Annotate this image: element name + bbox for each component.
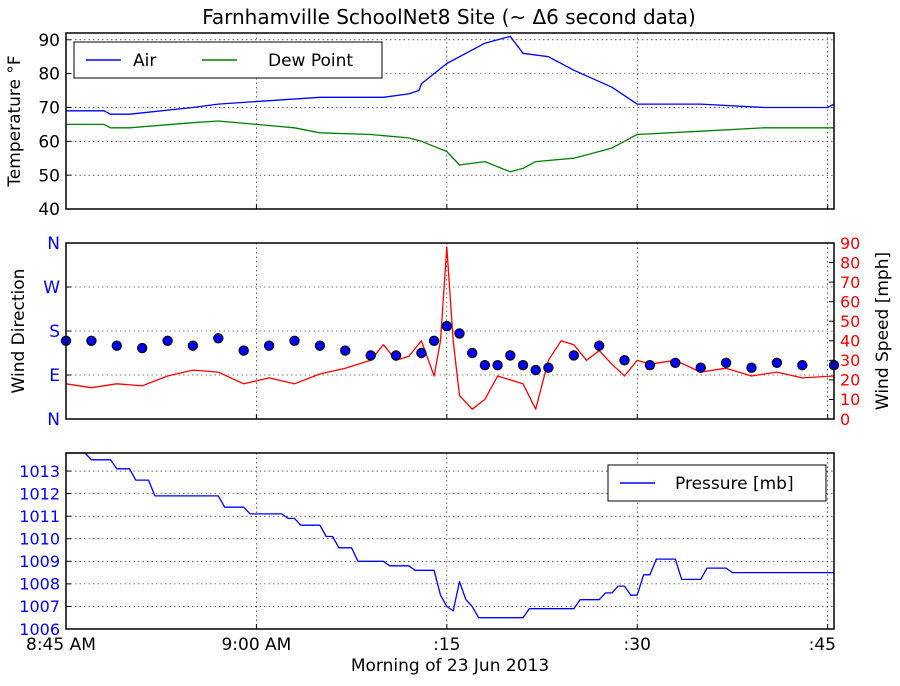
wind-direction-point — [670, 357, 681, 368]
wind-speed-tick-label: 90 — [840, 234, 860, 253]
wind-direction-point — [530, 364, 541, 376]
wind-direction-tick-label: N — [47, 234, 60, 254]
wind-speed-tick-label: 20 — [840, 371, 860, 390]
pressure-tick-label: 1007 — [19, 597, 60, 616]
temperature-tick-label: 80 — [38, 65, 60, 85]
wind-direction-point — [213, 333, 224, 344]
pressure-line — [66, 452, 834, 619]
wind-direction-point — [86, 335, 97, 346]
dew-point-line — [66, 120, 834, 173]
wind-direction-point — [517, 360, 529, 371]
temperature-tick-label: 50 — [38, 166, 60, 186]
legend-pressure-label: Pressure [mb] — [675, 474, 794, 494]
wind-grid — [65, 242, 834, 420]
wind-direction-point — [720, 357, 732, 368]
temperature-tick-label: 40 — [38, 200, 60, 220]
wind-direction-point — [263, 340, 275, 351]
x-tick-label: 8:45 AM — [26, 635, 96, 655]
wind-direction-y-label: Wind Direction — [9, 269, 29, 394]
wind-speed-tick-label: 50 — [840, 312, 860, 331]
x-tick-label: :15 — [433, 635, 460, 655]
wind-direction-point — [111, 340, 123, 351]
temperature-series — [66, 35, 835, 173]
pressure-tick-label: 1008 — [19, 575, 60, 594]
wind-direction-point — [441, 320, 452, 332]
wind-direction-point — [428, 335, 440, 346]
wind-speed-tick-label: 30 — [840, 351, 860, 370]
wind-direction-point — [594, 340, 605, 351]
wind-speed-tick-label: 10 — [840, 390, 860, 409]
wind-direction-point — [746, 362, 757, 373]
wind-speed-tick-label: 60 — [840, 292, 860, 311]
pressure-tick-label: 1012 — [19, 484, 60, 503]
wind-series — [60, 246, 840, 410]
wind-direction-tick-label: E — [49, 366, 60, 386]
wind-direction-point — [492, 360, 503, 371]
temperature-tick-label: 60 — [38, 132, 60, 152]
wind-direction-tick-label: S — [49, 322, 60, 342]
pressure-tick-label: 1011 — [19, 507, 60, 526]
wind-direction-point — [390, 350, 402, 361]
temperature-panel: 40 50 60 70 80 90 Temperature °F Air Dew Poin… — [5, 31, 835, 220]
x-axis-label: Morning of 23 Jun 2013 — [351, 656, 549, 676]
wind-direction-point — [568, 350, 580, 361]
wind-direction-point — [238, 345, 249, 356]
wind-direction-point — [365, 350, 376, 361]
pressure-series — [66, 452, 834, 619]
wind-direction-point — [543, 362, 554, 373]
wind-direction-tick-label: W — [43, 278, 60, 298]
wind-speed-y-label: Wind Speed [mph] — [873, 252, 893, 410]
wind-direction-point — [289, 335, 300, 346]
wind-direction-point — [797, 360, 808, 371]
wind-speed-tick-label: 40 — [840, 332, 860, 351]
legend-air-label: Air — [133, 51, 156, 71]
temperature-tick-label: 70 — [38, 99, 60, 119]
wind-direction-point — [162, 335, 173, 346]
wind-direction-point — [454, 328, 465, 339]
temperature-y-ticks: 40 50 60 70 80 90 — [38, 31, 71, 220]
pressure-tick-label: 1010 — [19, 530, 60, 549]
wind-direction-point — [467, 347, 478, 359]
wind-direction-tick-label: N — [47, 410, 60, 430]
wind-speed-tick-label: 0 — [840, 410, 850, 429]
wind-direction-point — [187, 340, 199, 351]
wind-direction-point — [314, 340, 326, 351]
air-temperature-line — [66, 35, 835, 115]
legend-dew-label: Dew Point — [268, 51, 353, 71]
temperature-legend: Air Dew Point — [73, 41, 383, 79]
temperature-tick-label: 90 — [38, 31, 60, 51]
wind-direction-point — [416, 347, 427, 359]
pressure-tick-label: 1009 — [19, 552, 60, 571]
wind-direction-point — [619, 355, 630, 366]
x-tick-label: :30 — [624, 635, 651, 655]
wind-direction-point — [695, 362, 706, 373]
wind-direction-point — [340, 345, 351, 356]
pressure-tick-label: 1006 — [19, 620, 60, 639]
wind-speed-tick-label: 70 — [840, 273, 860, 292]
x-tick-labels: 8:45 AM 9:00 AM :15 :30 :45 — [26, 635, 836, 655]
pressure-frame — [65, 452, 835, 630]
wind-direction-point — [136, 342, 148, 354]
x-tick-label: 9:00 AM — [221, 635, 291, 655]
pressure-y-ticks: 1006 1007 1008 1009 1010 1011 1012 1013 — [19, 462, 71, 639]
pressure-legend: Pressure [mb] — [607, 464, 827, 502]
x-tick-label: :45 — [809, 635, 836, 655]
wind-direction-point — [644, 360, 656, 371]
wind-direction-point — [505, 350, 516, 361]
pressure-tick-label: 1013 — [19, 462, 60, 481]
wind-direction-point — [479, 360, 491, 371]
temperature-y-label: Temperature °F — [5, 55, 25, 187]
chart-title: Farnhamville SchoolNet8 Site (~ Δ6 secon… — [202, 5, 696, 29]
wind-direction-point — [771, 357, 783, 368]
temperature-frame — [65, 32, 835, 210]
pressure-panel: 1006 1007 1008 1009 1010 1011 1012 1013 Pressur… — [19, 452, 835, 639]
wind-direction-ticks: N E S W N — [43, 234, 71, 430]
wind-speed-tick-label: 80 — [840, 253, 860, 272]
